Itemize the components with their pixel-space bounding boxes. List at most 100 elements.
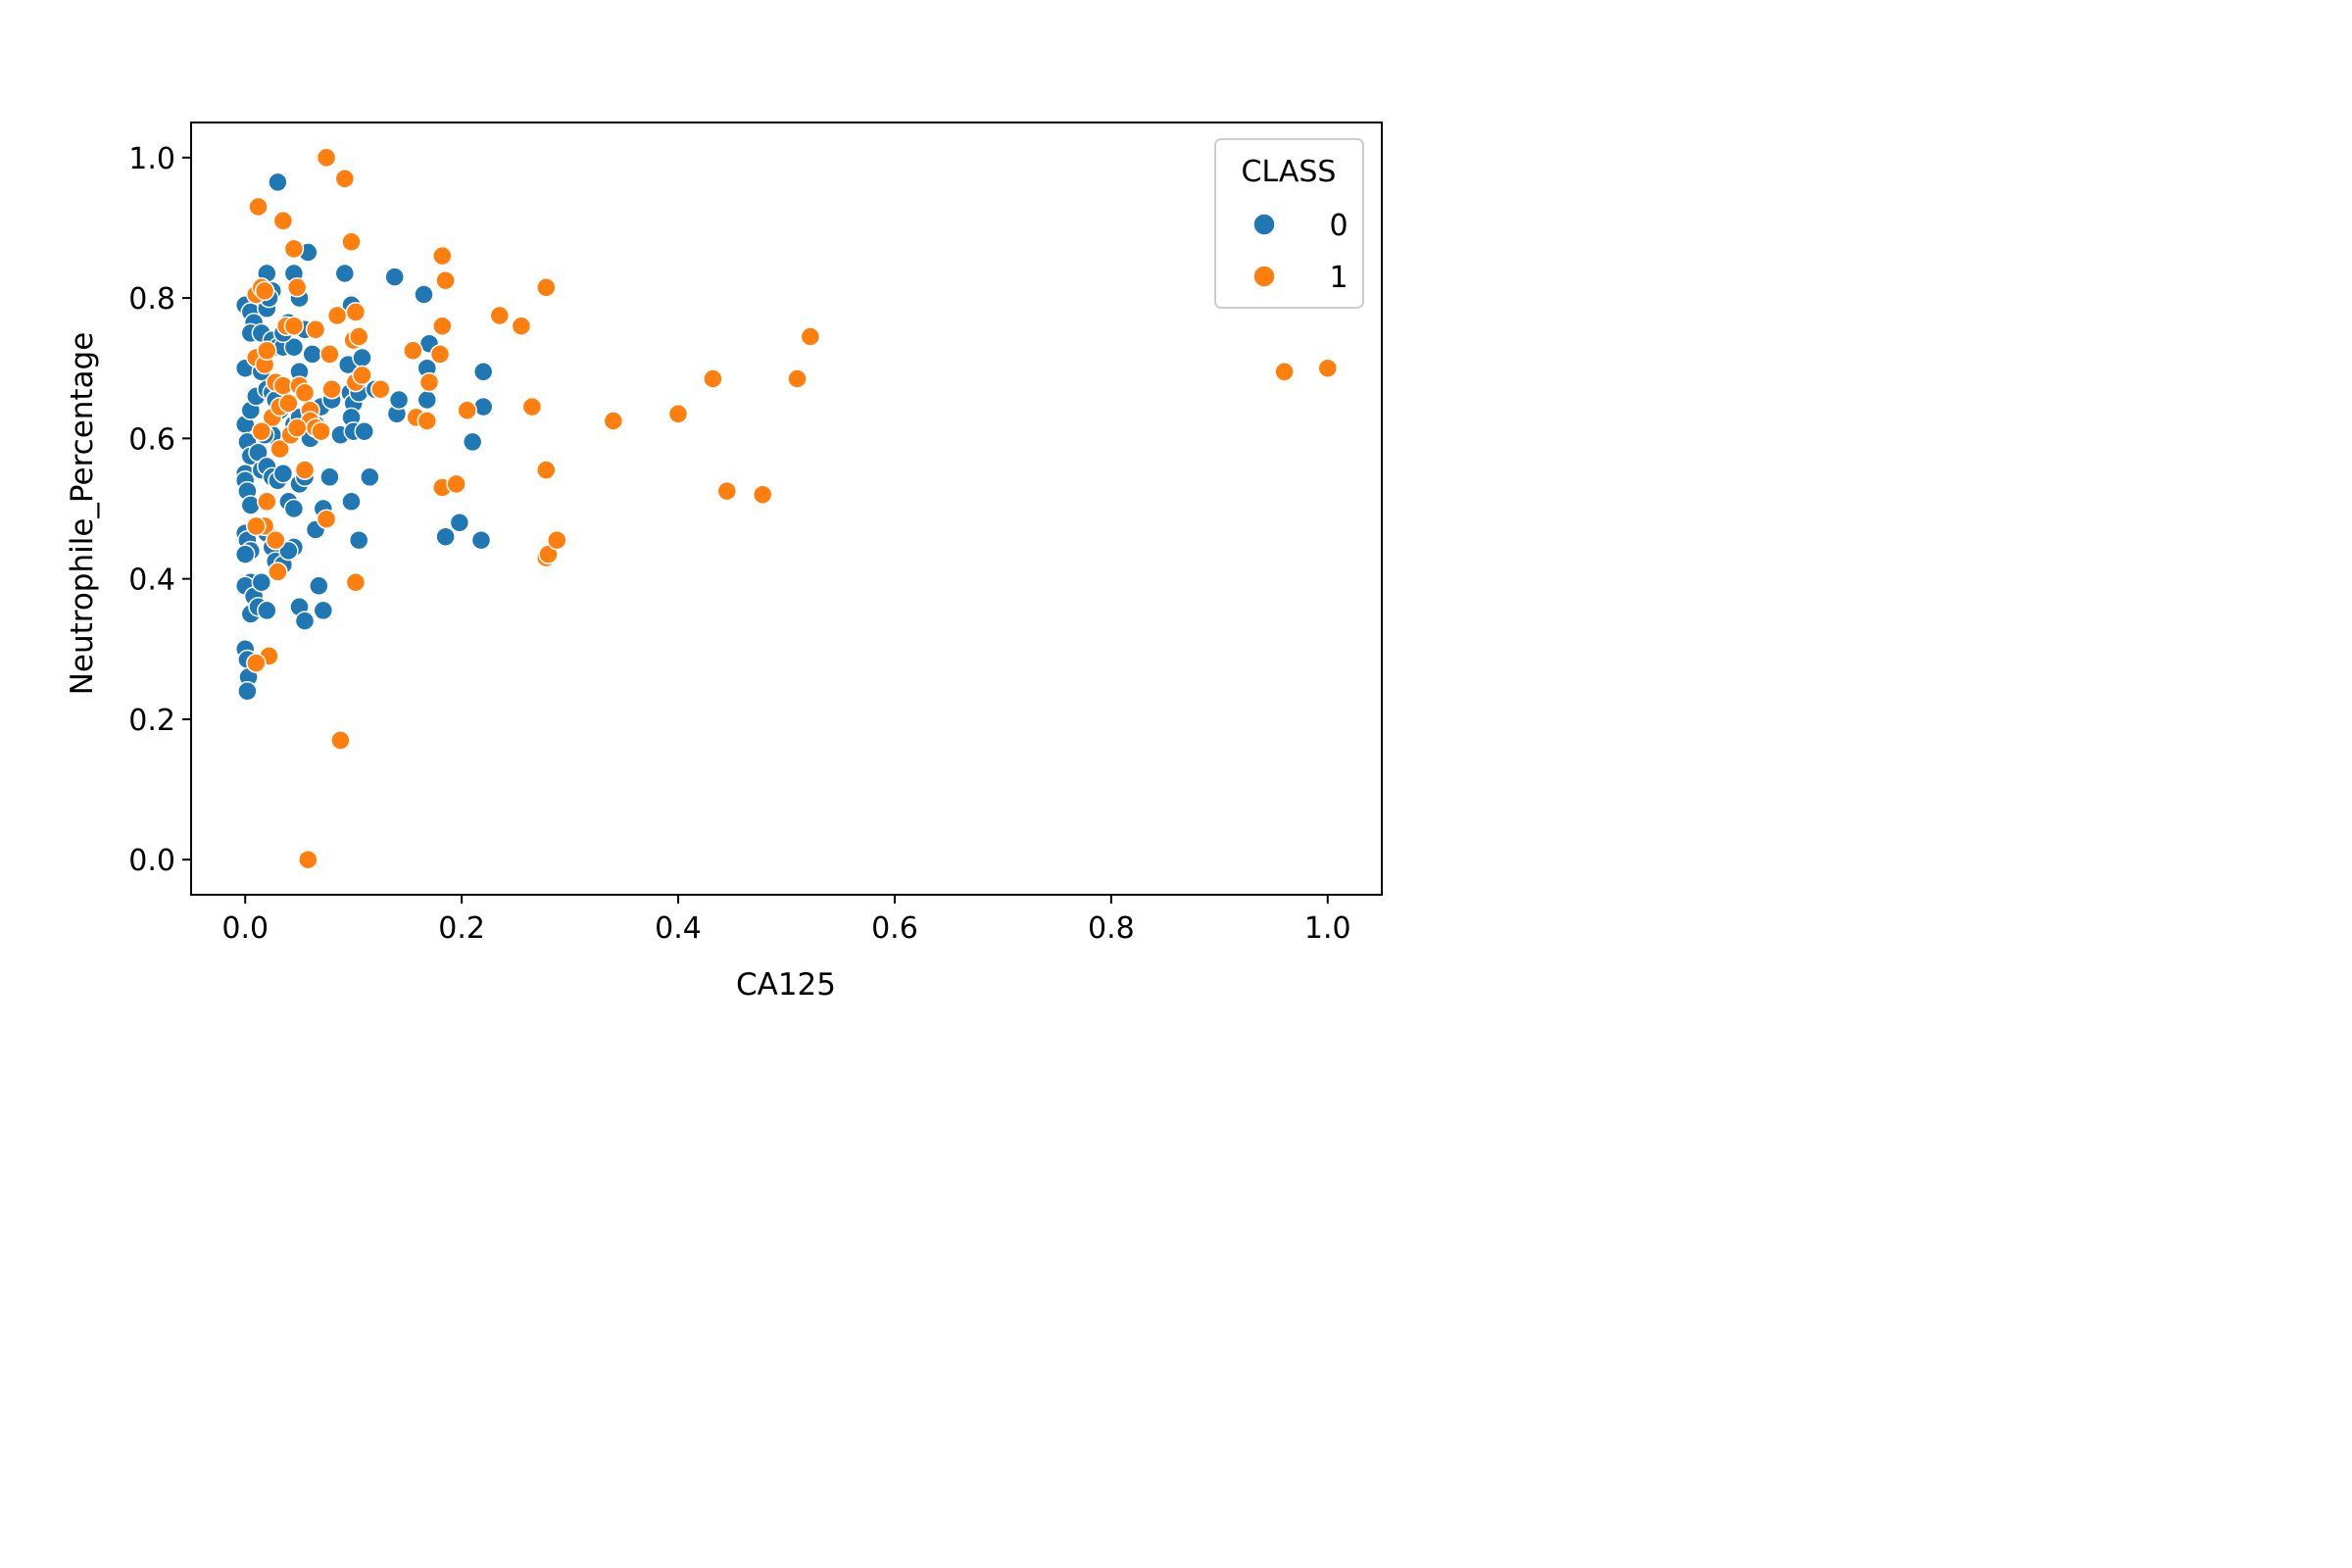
scatter-point-class-1-15 bbox=[283, 316, 305, 336]
scatter-point-class-1-12 bbox=[257, 340, 277, 362]
scatter-point-class-1-71 bbox=[603, 411, 624, 431]
scatter-point-class-0-57 bbox=[283, 498, 305, 519]
scatter-point-class-1-52 bbox=[403, 340, 423, 362]
scatter-point-class-1-2 bbox=[283, 238, 305, 260]
scatter-point-class-1-67 bbox=[536, 460, 557, 480]
scatter-point-class-1-31 bbox=[257, 491, 277, 513]
scatter-point-class-0-35 bbox=[283, 336, 305, 358]
scatter-point-class-1-55 bbox=[418, 371, 440, 393]
scatter-point-class-1-48 bbox=[330, 730, 351, 751]
legend-title: CLASS bbox=[1242, 155, 1337, 189]
scatter-point-class-0-70 bbox=[278, 540, 299, 562]
scatter-point-class-0-73 bbox=[257, 600, 277, 621]
scatter-point-class-0-92 bbox=[352, 347, 372, 368]
scatter-point-class-1-54 bbox=[416, 411, 438, 431]
scatter-point-class-1-58 bbox=[432, 316, 453, 336]
scatter-point-class-1-59 bbox=[429, 344, 451, 365]
plot-area bbox=[191, 122, 1382, 895]
y-tick-label-1: 0.2 bbox=[128, 704, 175, 738]
scatter-point-class-1-35 bbox=[246, 515, 267, 537]
scatter-point-class-1-62 bbox=[457, 400, 477, 420]
scatter-point-class-0-41 bbox=[302, 344, 322, 365]
scatter-point-class-1-49 bbox=[298, 849, 318, 870]
scatter-point-class-1-4 bbox=[334, 169, 356, 189]
scatter-point-class-0-98 bbox=[384, 267, 405, 287]
scatter-point-class-0-94 bbox=[341, 491, 362, 513]
y-tick-label-3: 0.6 bbox=[128, 422, 175, 457]
x-tick-label-5: 1.0 bbox=[1304, 911, 1351, 946]
scatter-point-class-0-93 bbox=[354, 420, 374, 442]
scatter-point-class-1-64 bbox=[511, 316, 532, 336]
x-axis: 0.0 0.2 0.4 0.6 0.8 1.0 bbox=[221, 895, 1351, 946]
scatter-point-class-1-27 bbox=[270, 438, 290, 460]
scatter-point-class-1-78 bbox=[1274, 362, 1295, 382]
scatter-point-class-1-61 bbox=[446, 473, 466, 495]
scatter-point-class-0-95 bbox=[348, 529, 369, 551]
legend-marker-class-1 bbox=[1252, 265, 1276, 288]
legend: CLASS 0 1 bbox=[1214, 138, 1364, 309]
scatter-point-class-1-73 bbox=[703, 368, 723, 389]
y-axis: 0.0 0.2 0.4 0.6 0.8 1.0 bbox=[128, 142, 191, 878]
scatter-point-class-0-107 bbox=[462, 431, 483, 453]
scatter-point-class-1-79 bbox=[1317, 358, 1339, 378]
x-axis-label: CA125 bbox=[736, 967, 836, 1003]
scatter-point-class-1-20 bbox=[278, 393, 299, 414]
scatter-point-class-1-29 bbox=[286, 417, 308, 438]
scatter-point-class-1-65 bbox=[521, 396, 543, 417]
x-tick-label-3: 0.6 bbox=[871, 911, 918, 946]
scatter-point-class-0-84 bbox=[334, 263, 356, 284]
scatter-point-class-0-71 bbox=[251, 571, 272, 593]
scatter-point-class-1-30 bbox=[294, 460, 316, 480]
y-axis-label: Neutrophile_Percentage bbox=[65, 332, 100, 696]
scatter-point-class-1-66 bbox=[536, 277, 557, 298]
scatter-point-class-0-16 bbox=[234, 544, 256, 564]
scatter-point-class-0-75 bbox=[294, 611, 316, 631]
scatter-point-class-0-76 bbox=[309, 575, 329, 597]
legend-label-class-0: 0 bbox=[1329, 209, 1348, 243]
scatter-point-class-0-24 bbox=[237, 681, 258, 702]
scatter-point-class-1-45 bbox=[370, 378, 391, 400]
scatter-point-class-1-76 bbox=[787, 368, 808, 389]
y-tick-label-2: 0.4 bbox=[128, 564, 175, 598]
y-tick-label-4: 0.8 bbox=[128, 282, 175, 317]
scatter-point-class-1-37 bbox=[319, 344, 340, 365]
scatter-point-class-0-96 bbox=[360, 466, 380, 488]
scatter-point-class-1-0 bbox=[248, 196, 269, 218]
scatter-point-class-1-51 bbox=[246, 653, 267, 673]
scatter-point-class-1-44 bbox=[352, 365, 372, 386]
scatter-point-class-1-38 bbox=[326, 305, 348, 326]
scatter-point-class-1-26 bbox=[311, 420, 331, 442]
scatter-point-class-1-1 bbox=[272, 211, 294, 231]
y-tick-label-5: 1.0 bbox=[128, 142, 175, 176]
scatter-point-class-0-12 bbox=[240, 495, 262, 515]
legend-marker-class-0 bbox=[1252, 213, 1276, 236]
scatter-point-class-0-104 bbox=[416, 389, 438, 411]
scatter-point-class-1-41 bbox=[345, 302, 367, 322]
scatter-point-class-1-46 bbox=[316, 509, 337, 529]
scatter-point-class-1-42 bbox=[348, 326, 369, 347]
scatter-point-class-1-18 bbox=[251, 420, 272, 442]
scatter-chart: 0.0 0.2 0.4 0.6 0.8 1.0 0.0 0.2 0.4 0.6 0.8 1.0 CA… bbox=[65, 122, 1383, 1003]
legend-label-class-1: 1 bbox=[1329, 261, 1348, 295]
legend-frame bbox=[1214, 138, 1364, 309]
scatter-point-class-0-82 bbox=[319, 466, 340, 488]
scatter-point-class-1-3 bbox=[316, 147, 337, 169]
x-tick-label-1: 0.2 bbox=[438, 911, 485, 946]
scatter-point-class-1-70 bbox=[547, 529, 567, 551]
scatter-point-class-0-26 bbox=[268, 172, 288, 193]
scatter-point-class-0-105 bbox=[435, 526, 456, 547]
scatter-point-class-0-55 bbox=[272, 463, 294, 484]
scatter-point-class-0-106 bbox=[449, 513, 470, 533]
scatter-point-class-1-9 bbox=[286, 277, 308, 298]
scatter-point-class-1-77 bbox=[800, 326, 821, 347]
scatter-point-class-1-34 bbox=[268, 562, 288, 582]
scatter-point-class-0-77 bbox=[313, 600, 334, 621]
scatter-point-class-0-109 bbox=[472, 396, 494, 417]
scatter-point-class-1-63 bbox=[489, 305, 511, 326]
scatter-point-class-1-39 bbox=[321, 378, 342, 400]
scatter-point-class-0-101 bbox=[414, 284, 434, 305]
scatter-point-class-1-36 bbox=[305, 319, 326, 340]
plot-frame bbox=[190, 122, 1383, 896]
scatter-point-class-1-74 bbox=[716, 480, 738, 502]
x-tick-label-0: 0.0 bbox=[221, 911, 269, 946]
